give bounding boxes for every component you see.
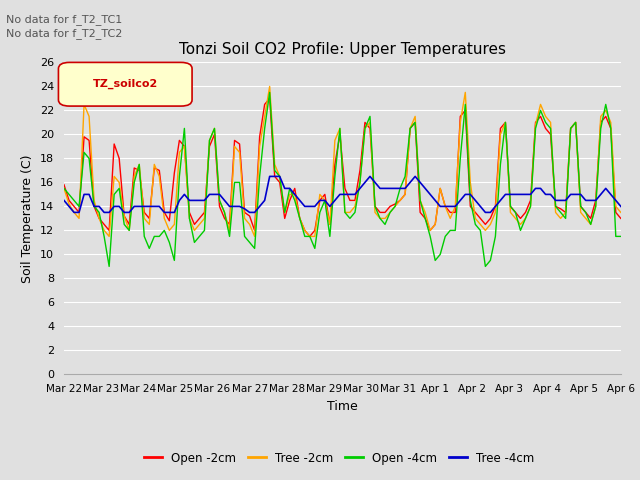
Legend: Open -2cm, Tree -2cm, Open -4cm, Tree -4cm: Open -2cm, Tree -2cm, Open -4cm, Tree -4… — [140, 447, 539, 469]
Text: No data for f_T2_TC2: No data for f_T2_TC2 — [6, 28, 123, 39]
Y-axis label: Soil Temperature (C): Soil Temperature (C) — [22, 154, 35, 283]
X-axis label: Time: Time — [327, 400, 358, 413]
Title: Tonzi Soil CO2 Profile: Upper Temperatures: Tonzi Soil CO2 Profile: Upper Temperatur… — [179, 42, 506, 57]
Text: TZ_soilco2: TZ_soilco2 — [93, 79, 158, 89]
Text: No data for f_T2_TC1: No data for f_T2_TC1 — [6, 13, 123, 24]
FancyBboxPatch shape — [58, 62, 192, 106]
